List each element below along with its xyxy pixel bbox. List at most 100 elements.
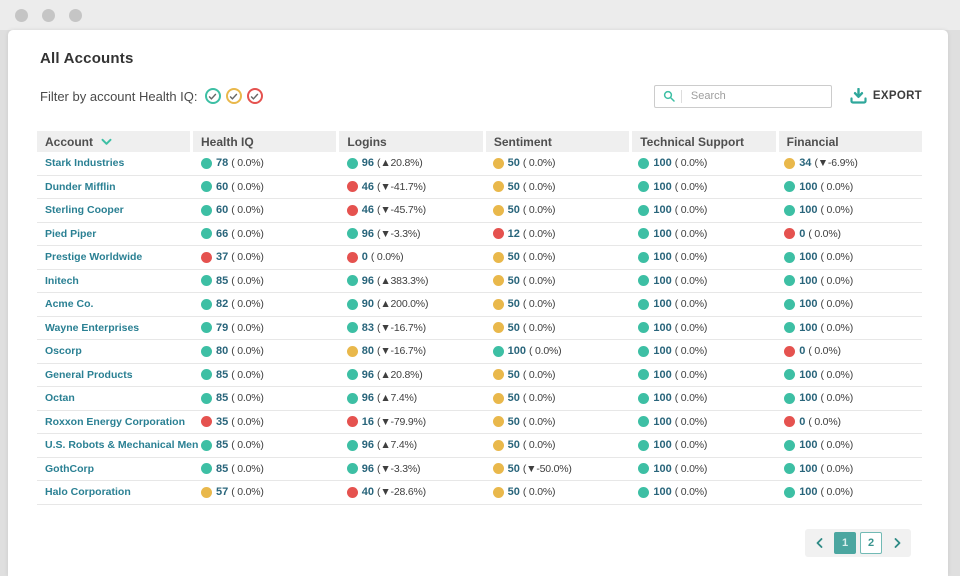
status-dot-teal — [638, 345, 650, 357]
account-link[interactable]: Dunder Mifflin — [45, 180, 116, 193]
metric-change: ( 0.0%) — [522, 368, 556, 381]
metric-value: 34 — [799, 157, 812, 170]
metric-value: 50 — [507, 298, 520, 311]
table-body: Stark Industries 78( 0.0%) 96 (▲20.8%) 50( 0… — [37, 152, 922, 505]
metric-cell-financial: 100( 0.0%) — [776, 486, 919, 498]
pagination-page-1-button[interactable]: 1 — [834, 531, 856, 554]
account-link[interactable]: Octan — [45, 392, 75, 405]
column-header-financial[interactable]: Financial — [778, 131, 923, 152]
metric-cell-logins: 46 (▼-45.7%) — [339, 204, 482, 216]
metric-value: 85 — [216, 274, 229, 287]
metric-change: (▼-3.3%) — [377, 462, 421, 475]
window-control-dot[interactable] — [42, 8, 55, 22]
column-header-health-iq[interactable]: Health IQ — [193, 131, 337, 152]
pagination-page-2-button[interactable]: 2 — [860, 531, 882, 554]
metric-value: 100 — [799, 392, 818, 405]
account-link[interactable]: Roxxon Energy Corporation — [45, 415, 186, 428]
filter-icons — [204, 88, 263, 104]
metric-change: ( 0.0%) — [820, 462, 854, 475]
metric-cell-logins: 0( 0.0%) — [339, 251, 482, 263]
metric-cell-health-iq: 82( 0.0%) — [193, 298, 336, 310]
metric-change: ( 0.0%) — [674, 439, 708, 452]
metric-cell-technical-support: 100( 0.0%) — [630, 392, 773, 404]
metric-change: (▼-79.9%) — [377, 415, 426, 428]
status-dot-teal — [201, 369, 212, 381]
metric-change: ( 0.0%) — [231, 251, 264, 264]
status-dot-teal — [201, 439, 212, 451]
metric-cell-sentiment: 50( 0.0%) — [485, 251, 628, 263]
metric-cell-technical-support: 100( 0.0%) — [630, 275, 773, 287]
account-link[interactable]: Wayne Enterprises — [45, 321, 140, 334]
metric-change: ( 0.0%) — [820, 486, 854, 499]
health-filter-warning-check-icon[interactable] — [225, 88, 242, 104]
metric-value: 100 — [653, 345, 672, 358]
metric-value: 96 — [361, 439, 375, 452]
metric-cell-sentiment: 12( 0.0%) — [485, 228, 628, 240]
column-header-logins[interactable]: Logins — [339, 131, 483, 152]
status-dot-teal — [638, 275, 650, 287]
metric-value: 35 — [216, 415, 229, 428]
metric-change: ( 0.0%) — [231, 415, 264, 428]
metric-value: 100 — [653, 251, 672, 264]
account-link[interactable]: Initech — [45, 274, 79, 287]
metric-change: (▼-45.7%) — [377, 204, 426, 217]
account-link[interactable]: Acme Co. — [45, 298, 94, 311]
metric-cell-financial: 34 (▼-6.9%) — [776, 157, 919, 169]
metric-change: (▲7.4%) — [377, 392, 417, 405]
status-dot-yellow — [492, 322, 504, 334]
metric-value: 79 — [216, 321, 229, 334]
account-link[interactable]: Stark Industries — [45, 157, 125, 170]
column-header-account[interactable]: Account — [37, 131, 190, 152]
metric-change: ( 0.0%) — [820, 274, 854, 287]
account-link[interactable]: GothCorp — [45, 462, 94, 475]
account-link[interactable]: General Products — [45, 368, 133, 381]
status-dot-teal — [201, 322, 212, 334]
account-link[interactable]: Prestige Worldwide — [45, 251, 143, 264]
metric-cell-financial: 100( 0.0%) — [776, 369, 919, 381]
download-icon — [850, 88, 867, 104]
account-link[interactable]: Halo Corporation — [45, 486, 131, 499]
toolbar: EXPORT — [653, 84, 922, 108]
metric-change: ( 0.0%) — [820, 321, 854, 334]
metric-cell-logins: 40 (▼-28.6%) — [339, 486, 482, 498]
metric-cell-technical-support: 100( 0.0%) — [630, 251, 773, 263]
export-button[interactable]: EXPORT — [850, 88, 922, 104]
pagination-next-button[interactable] — [886, 532, 908, 554]
status-dot-teal — [346, 298, 358, 310]
status-dot-teal — [346, 463, 358, 475]
metric-cell-health-iq: 85( 0.0%) — [193, 439, 336, 451]
metric-value: 50 — [507, 180, 520, 193]
status-dot-yellow — [492, 392, 504, 404]
account-link[interactable]: Oscorp — [45, 345, 82, 358]
account-link[interactable]: Pied Piper — [45, 227, 97, 240]
metric-change: ( 0.0%) — [820, 368, 854, 381]
account-link[interactable]: Sterling Cooper — [45, 204, 124, 217]
metric-cell-technical-support: 100( 0.0%) — [630, 416, 773, 428]
metric-value: 0 — [799, 345, 806, 358]
metric-value: 100 — [653, 321, 672, 334]
window-control-dot[interactable] — [15, 8, 28, 22]
health-filter-critical-check-icon[interactable] — [246, 88, 263, 104]
search-input[interactable] — [688, 89, 823, 103]
metric-change: ( 0.0%) — [231, 368, 264, 381]
column-header-sentiment[interactable]: Sentiment — [485, 131, 630, 152]
metric-change: ( 0.0%) — [820, 439, 854, 452]
metric-value: 85 — [216, 439, 229, 452]
metric-value: 100 — [653, 462, 672, 475]
metric-value: 100 — [653, 157, 672, 170]
metric-change: ( 0.0%) — [231, 392, 264, 405]
metric-change: (▼-16.7%) — [377, 345, 426, 358]
status-dot-teal — [638, 369, 650, 381]
health-filter-healthy-check-icon[interactable] — [204, 88, 221, 104]
pagination-prev-button[interactable] — [808, 532, 830, 554]
window-control-dot[interactable] — [69, 8, 82, 22]
status-dot-teal — [784, 486, 796, 498]
account-link[interactable]: U.S. Robots & Mechanical Men — [45, 439, 199, 452]
status-dot-teal — [638, 486, 650, 498]
column-header-technical-support[interactable]: Technical Support — [632, 131, 776, 152]
metric-value: 100 — [799, 204, 818, 217]
metric-change: ( 0.0%) — [231, 486, 264, 499]
metric-change: ( 0.0%) — [522, 180, 556, 193]
status-dot-teal — [638, 416, 650, 428]
status-dot-teal — [784, 275, 796, 287]
